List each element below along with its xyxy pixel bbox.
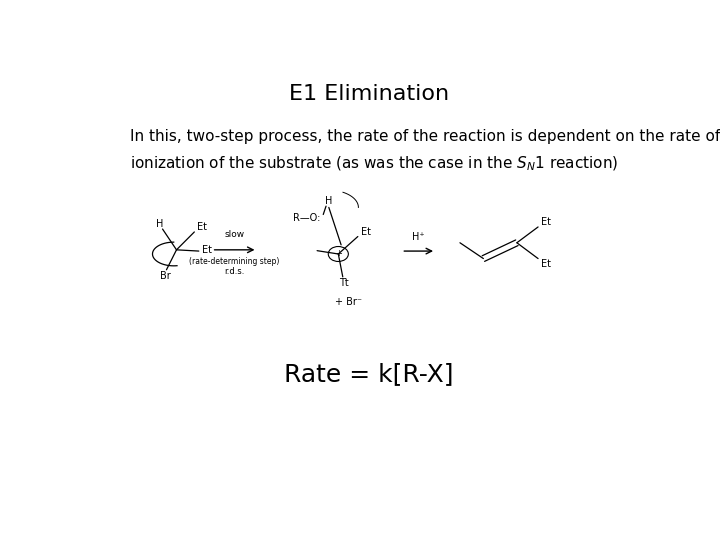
Text: Et: Et: [541, 259, 551, 268]
Text: H: H: [325, 196, 333, 206]
Text: ionization of the substrate (as was the case in the $S_N$1 reaction): ionization of the substrate (as was the …: [130, 154, 618, 173]
Text: Et: Et: [541, 217, 551, 227]
Text: Tt: Tt: [339, 278, 348, 288]
Text: In this, two-step process, the rate of the reaction is dependent on the rate of: In this, two-step process, the rate of t…: [130, 129, 720, 144]
Text: Br: Br: [160, 271, 171, 281]
Text: Rate = k[R-X]: Rate = k[R-X]: [284, 362, 454, 387]
Text: R—O:: R—O:: [293, 213, 320, 223]
Text: Et: Et: [361, 227, 372, 237]
Text: H⁺: H⁺: [413, 232, 425, 241]
Text: Et: Et: [197, 222, 207, 232]
Text: H: H: [156, 219, 163, 228]
Text: (rate-determining step): (rate-determining step): [189, 257, 279, 266]
Text: Et: Et: [202, 245, 212, 255]
Text: + Br⁻: + Br⁻: [335, 297, 362, 307]
Text: +: +: [335, 249, 342, 259]
Text: slow: slow: [225, 230, 245, 239]
Text: E1 Elimination: E1 Elimination: [289, 84, 449, 104]
Text: r.d.s.: r.d.s.: [225, 267, 245, 276]
